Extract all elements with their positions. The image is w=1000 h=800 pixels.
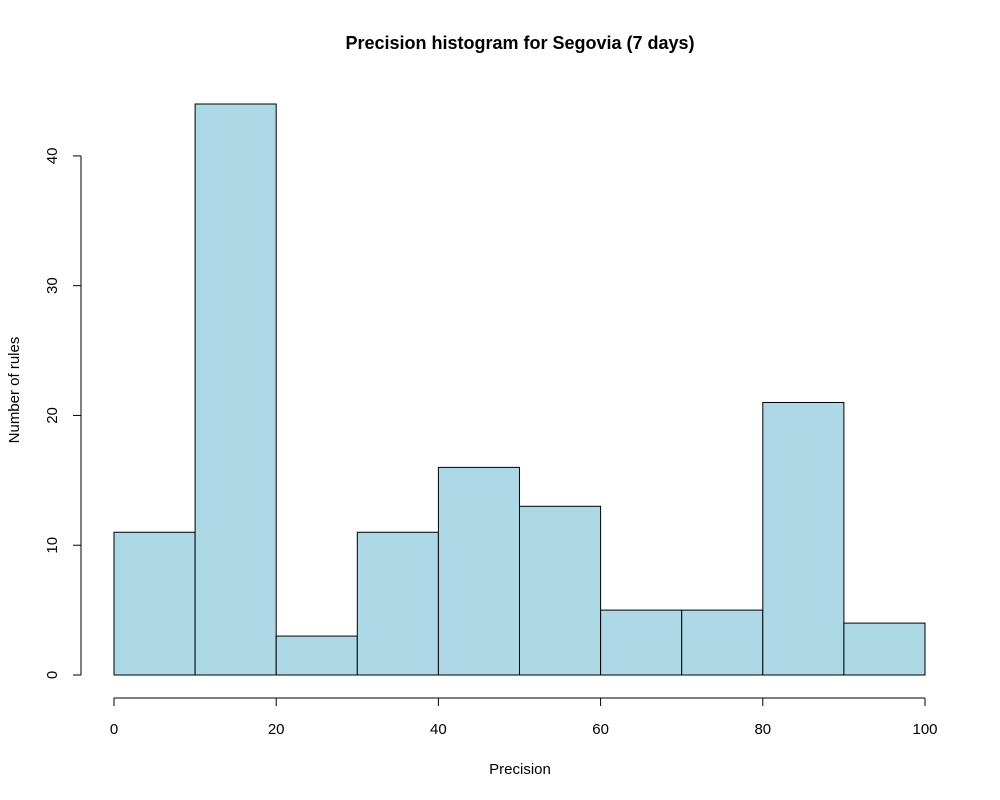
x-tick-label-0: 0 <box>110 721 118 738</box>
x-tick-label-2: 40 <box>430 721 447 738</box>
histogram-bar-0 <box>113 531 196 676</box>
y-tick-label-3: 30 <box>44 277 61 294</box>
x-axis: 0 20 40 60 80 100 <box>110 697 938 738</box>
x-tick-label-4: 80 <box>754 721 771 738</box>
chart-title: Precision histogram for Segovia (7 days) <box>345 33 694 53</box>
x-tick-label-5: 100 <box>912 721 937 738</box>
y-tick-label-2: 20 <box>44 407 61 424</box>
x-tick-label-3: 60 <box>592 721 609 738</box>
histogram-bar-2 <box>275 635 358 676</box>
histogram-bar-1 <box>194 103 277 676</box>
histogram-bar-4 <box>437 466 520 676</box>
y-axis-label: Number of rules <box>6 337 23 444</box>
histogram-bar-8 <box>762 401 845 676</box>
y-tick-label-1: 10 <box>44 537 61 554</box>
y-tick-label-0: 0 <box>44 671 61 679</box>
y-tick-label-4: 40 <box>44 148 61 165</box>
histogram-bar-5 <box>519 505 602 676</box>
x-axis-label: Precision <box>489 761 551 778</box>
histogram-bar-6 <box>600 609 683 676</box>
histogram-bar-7 <box>681 609 764 676</box>
y-axis: 0 10 20 30 40 <box>44 148 82 679</box>
histogram-bar-9 <box>843 622 926 676</box>
histogram-bar-3 <box>356 531 439 676</box>
bars-group <box>113 103 926 676</box>
x-tick-label-1: 20 <box>268 721 285 738</box>
